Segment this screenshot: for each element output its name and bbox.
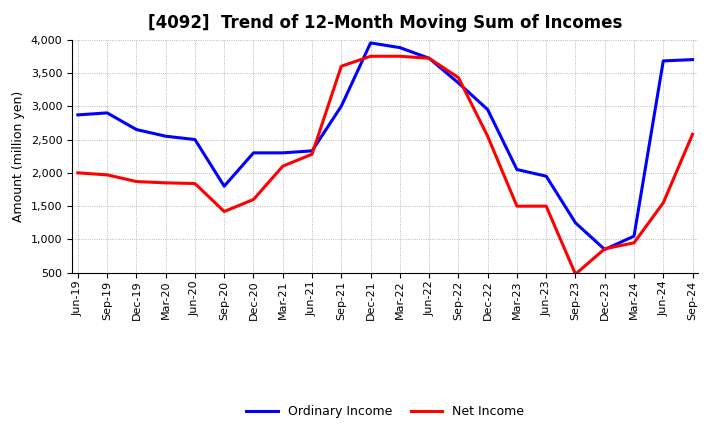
Ordinary Income — [659, 58, 667, 63]
Ordinary Income — [425, 55, 433, 61]
Line: Net Income: Net Income — [78, 56, 693, 274]
Net Income — [307, 151, 316, 157]
Net Income — [337, 64, 346, 69]
Net Income — [425, 55, 433, 61]
Net Income — [366, 54, 375, 59]
Net Income — [600, 246, 609, 251]
Ordinary Income — [161, 134, 170, 139]
Ordinary Income — [366, 40, 375, 46]
Title: [4092]  Trend of 12-Month Moving Sum of Incomes: [4092] Trend of 12-Month Moving Sum of I… — [148, 15, 622, 33]
Net Income — [132, 179, 140, 184]
Net Income — [73, 170, 82, 176]
Net Income — [395, 54, 404, 59]
Net Income — [220, 209, 228, 214]
Ordinary Income — [630, 234, 639, 239]
Ordinary Income — [191, 137, 199, 142]
Net Income — [571, 271, 580, 277]
Ordinary Income — [337, 103, 346, 109]
Net Income — [688, 132, 697, 137]
Net Income — [161, 180, 170, 186]
Net Income — [630, 240, 639, 246]
Ordinary Income — [513, 167, 521, 172]
Net Income — [483, 134, 492, 139]
Net Income — [542, 204, 551, 209]
Line: Ordinary Income: Ordinary Income — [78, 43, 693, 249]
Ordinary Income — [307, 148, 316, 154]
Ordinary Income — [454, 80, 463, 85]
Net Income — [279, 164, 287, 169]
Legend: Ordinary Income, Net Income: Ordinary Income, Net Income — [241, 400, 529, 423]
Ordinary Income — [395, 45, 404, 50]
Ordinary Income — [220, 183, 228, 189]
Ordinary Income — [279, 150, 287, 155]
Ordinary Income — [688, 57, 697, 62]
Ordinary Income — [249, 150, 258, 155]
Y-axis label: Amount (million yen): Amount (million yen) — [12, 91, 25, 222]
Net Income — [103, 172, 112, 177]
Ordinary Income — [132, 127, 140, 132]
Ordinary Income — [571, 220, 580, 225]
Net Income — [659, 200, 667, 205]
Ordinary Income — [542, 173, 551, 179]
Ordinary Income — [600, 247, 609, 252]
Net Income — [454, 75, 463, 80]
Net Income — [191, 181, 199, 186]
Net Income — [513, 204, 521, 209]
Ordinary Income — [483, 107, 492, 112]
Ordinary Income — [73, 112, 82, 117]
Ordinary Income — [103, 110, 112, 116]
Net Income — [249, 197, 258, 202]
